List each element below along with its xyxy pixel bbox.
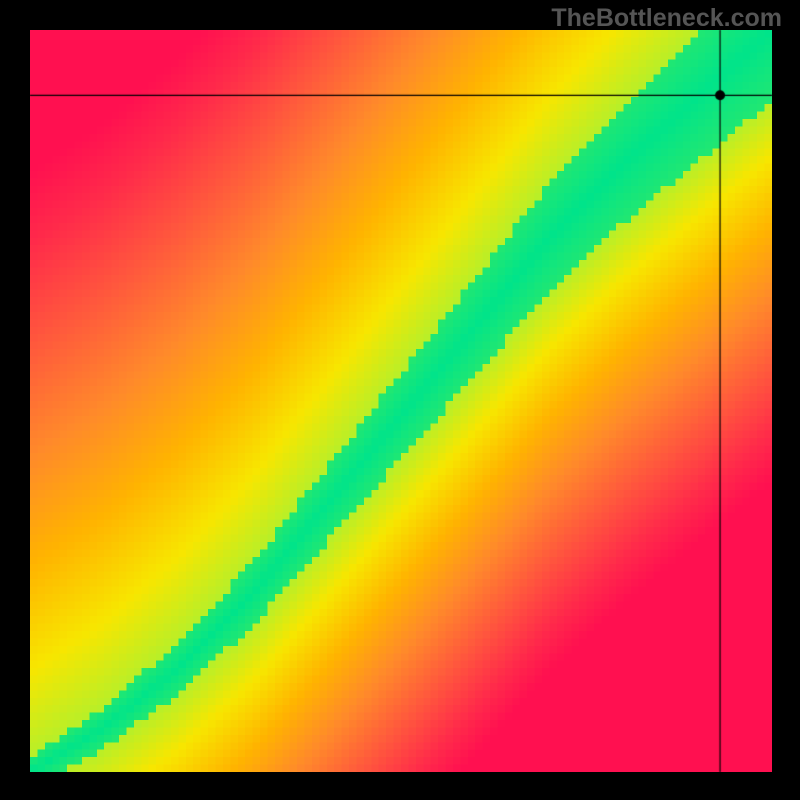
watermark-text: TheBottleneck.com (551, 4, 782, 33)
root: TheBottleneck.com (0, 0, 800, 800)
crosshair-overlay (0, 0, 800, 800)
